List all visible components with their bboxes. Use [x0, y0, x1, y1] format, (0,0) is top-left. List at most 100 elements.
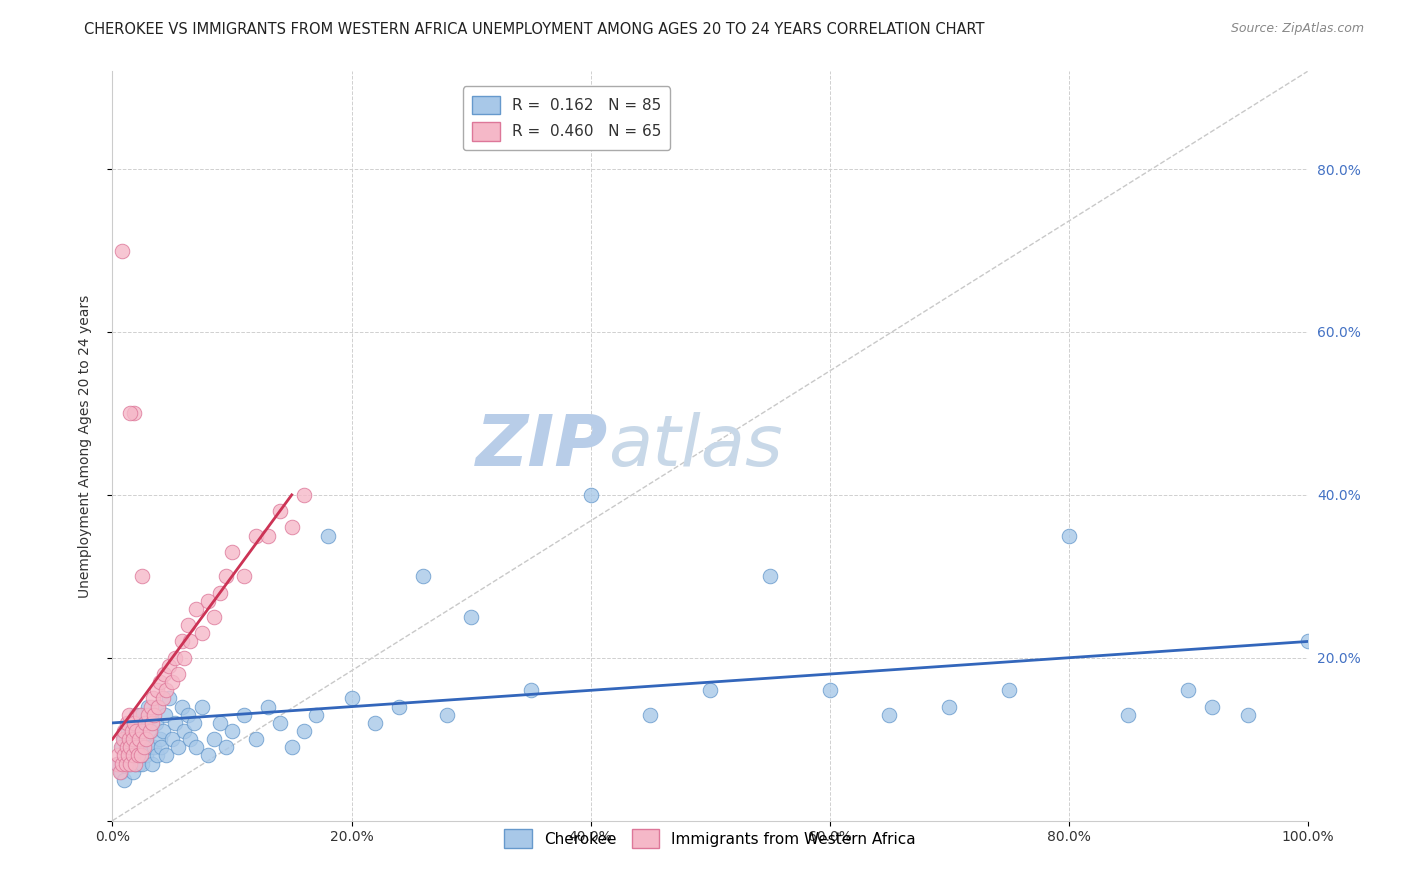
- Point: [121, 764, 143, 779]
- Point: [132, 740, 155, 755]
- Point: [152, 724, 174, 739]
- Point: [155, 683, 177, 698]
- Point: [121, 748, 143, 763]
- Point: [122, 406, 145, 420]
- Point: [110, 740, 132, 755]
- Point: [120, 715, 142, 730]
- Point: [163, 715, 186, 730]
- Point: [124, 756, 146, 771]
- Point: [233, 569, 256, 583]
- Point: [117, 748, 139, 763]
- Point: [131, 724, 153, 739]
- Point: [1237, 707, 1260, 722]
- Point: [173, 650, 195, 665]
- Point: [233, 707, 256, 722]
- Text: CHEROKEE VS IMMIGRANTS FROM WESTERN AFRICA UNEMPLOYMENT AMONG AGES 20 TO 24 YEAR: CHEROKEE VS IMMIGRANTS FROM WESTERN AFRI…: [84, 22, 984, 37]
- Point: [155, 748, 177, 763]
- Point: [135, 732, 157, 747]
- Point: [179, 732, 201, 747]
- Point: [134, 715, 156, 730]
- Point: [1201, 699, 1223, 714]
- Point: [135, 748, 157, 763]
- Point: [186, 602, 208, 616]
- Point: [125, 707, 148, 722]
- Point: [145, 683, 167, 698]
- Point: [145, 748, 167, 763]
- Point: [114, 724, 135, 739]
- Point: [257, 528, 280, 542]
- Point: [305, 707, 328, 722]
- Point: [879, 707, 901, 722]
- Point: [143, 707, 166, 722]
- Point: [131, 756, 153, 771]
- Point: [183, 715, 205, 730]
- Point: [153, 667, 176, 681]
- Point: [152, 691, 174, 706]
- Point: [114, 732, 135, 747]
- Point: [1296, 634, 1319, 648]
- Point: [120, 406, 142, 420]
- Point: [131, 707, 153, 722]
- Point: [292, 488, 315, 502]
- Point: [209, 585, 232, 599]
- Point: [153, 707, 176, 722]
- Point: [142, 707, 165, 722]
- Point: [162, 732, 183, 747]
- Point: [269, 504, 291, 518]
- Point: [316, 528, 339, 542]
- Point: [170, 634, 193, 648]
- Point: [146, 699, 169, 714]
- Point: [114, 748, 135, 763]
- Point: [139, 724, 162, 739]
- Point: [118, 707, 141, 722]
- Point: [221, 724, 243, 739]
- Legend: Cherokee, Immigrants from Western Africa: Cherokee, Immigrants from Western Africa: [498, 823, 922, 855]
- Point: [129, 748, 152, 763]
- Point: [129, 707, 152, 722]
- Point: [436, 707, 458, 722]
- Point: [149, 732, 172, 747]
- Point: [145, 715, 167, 730]
- Point: [107, 748, 129, 763]
- Point: [129, 748, 152, 763]
- Point: [640, 707, 662, 722]
- Point: [818, 683, 841, 698]
- Point: [364, 715, 387, 730]
- Point: [138, 724, 160, 739]
- Point: [163, 650, 186, 665]
- Point: [281, 740, 304, 755]
- Point: [215, 740, 238, 755]
- Point: [131, 569, 153, 583]
- Point: [128, 732, 150, 747]
- Point: [134, 732, 156, 747]
- Point: [138, 740, 160, 755]
- Point: [579, 488, 602, 502]
- Point: [143, 740, 166, 755]
- Point: [127, 740, 149, 755]
- Point: [125, 748, 148, 763]
- Point: [120, 740, 142, 755]
- Text: Source: ZipAtlas.com: Source: ZipAtlas.com: [1230, 22, 1364, 36]
- Point: [142, 691, 165, 706]
- Point: [759, 569, 782, 583]
- Point: [170, 699, 193, 714]
- Point: [114, 756, 136, 771]
- Point: [128, 756, 150, 771]
- Point: [520, 683, 543, 698]
- Point: [1118, 707, 1140, 722]
- Point: [118, 732, 141, 747]
- Point: [141, 756, 163, 771]
- Point: [197, 748, 219, 763]
- Point: [202, 732, 225, 747]
- Point: [281, 520, 304, 534]
- Point: [110, 764, 132, 779]
- Point: [105, 756, 128, 771]
- Point: [412, 569, 434, 583]
- Point: [1057, 528, 1080, 542]
- Point: [177, 618, 200, 632]
- Point: [121, 724, 143, 739]
- Point: [245, 528, 267, 542]
- Point: [114, 772, 135, 787]
- Text: atlas: atlas: [609, 411, 783, 481]
- Point: [141, 715, 163, 730]
